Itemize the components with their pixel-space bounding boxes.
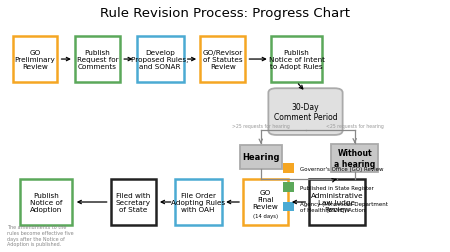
- FancyBboxPatch shape: [271, 37, 322, 82]
- Text: File Order
Adopting Rules
with OAH: File Order Adopting Rules with OAH: [171, 192, 225, 212]
- Text: Agency (Minnesota Department
of Health [MDH]) Action: Agency (Minnesota Department of Health […: [300, 201, 387, 212]
- FancyBboxPatch shape: [239, 145, 282, 169]
- FancyBboxPatch shape: [137, 37, 184, 82]
- Text: The amendments to the
rules become effective five
days after the Notice of
Adopt: The amendments to the rules become effec…: [7, 224, 73, 246]
- FancyBboxPatch shape: [283, 183, 294, 192]
- FancyBboxPatch shape: [175, 180, 222, 225]
- Text: Rule Revision Process: Progress Chart: Rule Revision Process: Progress Chart: [100, 8, 350, 20]
- FancyBboxPatch shape: [111, 180, 156, 225]
- FancyBboxPatch shape: [75, 37, 120, 82]
- Text: GO/Revisor
of Statutes
Review: GO/Revisor of Statutes Review: [202, 50, 243, 70]
- Text: GO
Final
Review: GO Final Review: [252, 189, 278, 209]
- FancyBboxPatch shape: [331, 144, 378, 172]
- FancyBboxPatch shape: [200, 37, 245, 82]
- Text: Hearing: Hearing: [242, 153, 279, 162]
- Text: (14 days): (14 days): [253, 213, 278, 218]
- FancyBboxPatch shape: [283, 202, 294, 211]
- Text: Publish
Notice of
Adoption: Publish Notice of Adoption: [30, 192, 62, 212]
- Text: <25 requests for hearing: <25 requests for hearing: [326, 123, 383, 129]
- Text: Publish
Request for
Comments: Publish Request for Comments: [77, 50, 118, 70]
- FancyBboxPatch shape: [13, 37, 57, 82]
- Text: Governor's Office (GO) Review: Governor's Office (GO) Review: [300, 166, 383, 171]
- FancyBboxPatch shape: [283, 164, 294, 173]
- Text: Without
a hearing: Without a hearing: [334, 149, 375, 168]
- Text: Administrative
Law Judge
Review: Administrative Law Judge Review: [310, 192, 363, 212]
- Text: >25 requests for hearing: >25 requests for hearing: [232, 123, 290, 129]
- FancyBboxPatch shape: [268, 89, 342, 135]
- FancyBboxPatch shape: [20, 180, 72, 225]
- Text: Develop
Proposed Rules,
and SONAR: Develop Proposed Rules, and SONAR: [131, 50, 189, 70]
- FancyBboxPatch shape: [309, 180, 365, 225]
- FancyBboxPatch shape: [243, 180, 288, 225]
- Text: Published in State Register: Published in State Register: [300, 185, 373, 190]
- Text: Publish
Notice of Intent
to Adopt Rules: Publish Notice of Intent to Adopt Rules: [269, 50, 324, 70]
- Text: GO
Preliminary
Review: GO Preliminary Review: [14, 50, 55, 70]
- Text: 30-Day
Comment Period: 30-Day Comment Period: [274, 103, 338, 122]
- Text: Filed with
Secretary
of State: Filed with Secretary of State: [116, 192, 151, 212]
